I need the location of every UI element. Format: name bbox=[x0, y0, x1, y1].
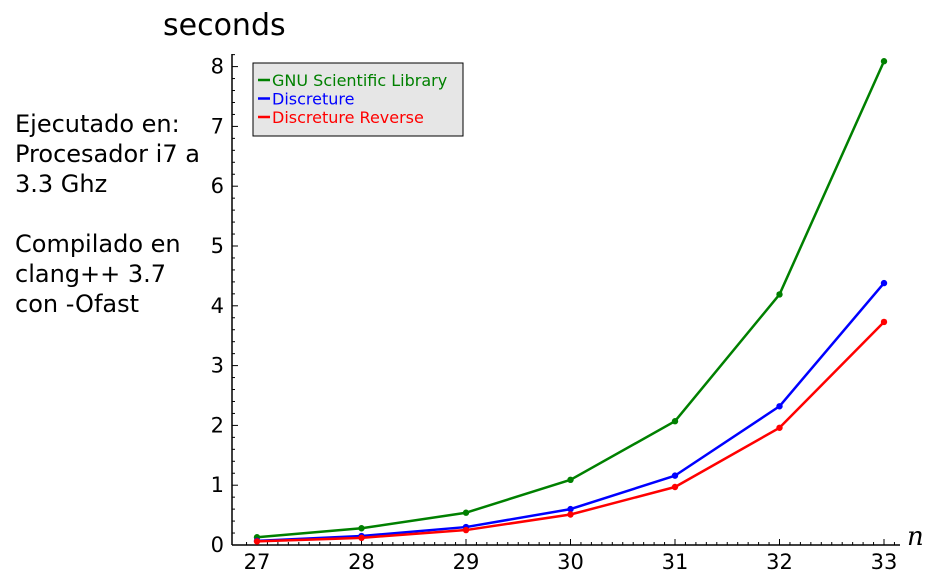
series-line bbox=[256, 282, 885, 543]
legend-entry: Discreture bbox=[272, 90, 354, 109]
annotation-line: clang++ 3.7 bbox=[15, 260, 167, 288]
x-tick-label: 29 bbox=[453, 550, 480, 574]
annotation-line: Procesador i7 a bbox=[15, 140, 200, 168]
data-point bbox=[776, 403, 783, 410]
y-tick-label: 5 bbox=[211, 234, 224, 258]
data-point bbox=[776, 424, 783, 431]
x-axis-label: n bbox=[907, 522, 924, 552]
data-point bbox=[462, 509, 470, 516]
annotation-block: Ejecutado en: Procesador i7 a 3.3 Ghz Co… bbox=[15, 109, 200, 319]
data-point bbox=[358, 534, 365, 542]
data-point bbox=[358, 525, 365, 532]
data-point bbox=[671, 483, 679, 491]
y-tick-label: 2 bbox=[211, 413, 224, 437]
data-point bbox=[671, 418, 679, 425]
data-point bbox=[880, 318, 888, 326]
y-tick-label: 7 bbox=[211, 114, 224, 138]
data-point bbox=[880, 58, 888, 65]
data-point bbox=[567, 476, 574, 484]
data-point bbox=[253, 538, 261, 545]
legend: GNU Scientific LibraryDiscretureDiscretu… bbox=[252, 62, 464, 137]
x-tick-label: 32 bbox=[766, 550, 793, 574]
legend-entry: GNU Scientific Library bbox=[272, 71, 447, 90]
data-point bbox=[462, 526, 470, 534]
y-tick-label: 8 bbox=[211, 55, 224, 79]
series-group bbox=[253, 58, 888, 545]
annotation-line: Compilado en bbox=[15, 230, 181, 258]
annotation-line: 3.3 Ghz bbox=[15, 170, 108, 198]
y-tick-label: 6 bbox=[211, 174, 224, 198]
y-axis-label: seconds bbox=[163, 8, 286, 43]
data-point bbox=[776, 291, 783, 298]
legend-entry: Discreture Reverse bbox=[272, 108, 424, 127]
data-point bbox=[567, 505, 574, 513]
x-tick-label: 30 bbox=[557, 550, 584, 574]
y-tick-label: 4 bbox=[211, 294, 224, 318]
legend-box bbox=[252, 62, 464, 137]
axes: 0 1 2 3 4 5 6 7 8 27 28 29 30 31 32 33 seconds n bbox=[163, 8, 924, 574]
annotation-line: con -Ofast bbox=[15, 290, 140, 318]
x-tick-label: 28 bbox=[348, 550, 375, 574]
x-tick-label: 27 bbox=[244, 550, 271, 574]
data-point bbox=[671, 472, 679, 479]
y-tick-label: 1 bbox=[211, 473, 224, 497]
data-point bbox=[567, 511, 574, 518]
annotation-line: Ejecutado en: bbox=[15, 110, 180, 138]
y-tick-label: 0 bbox=[211, 533, 224, 557]
x-tick-label: 31 bbox=[662, 550, 689, 574]
x-tick-label: 33 bbox=[871, 550, 898, 574]
data-point bbox=[880, 279, 888, 287]
y-tick-label: 3 bbox=[211, 354, 224, 378]
